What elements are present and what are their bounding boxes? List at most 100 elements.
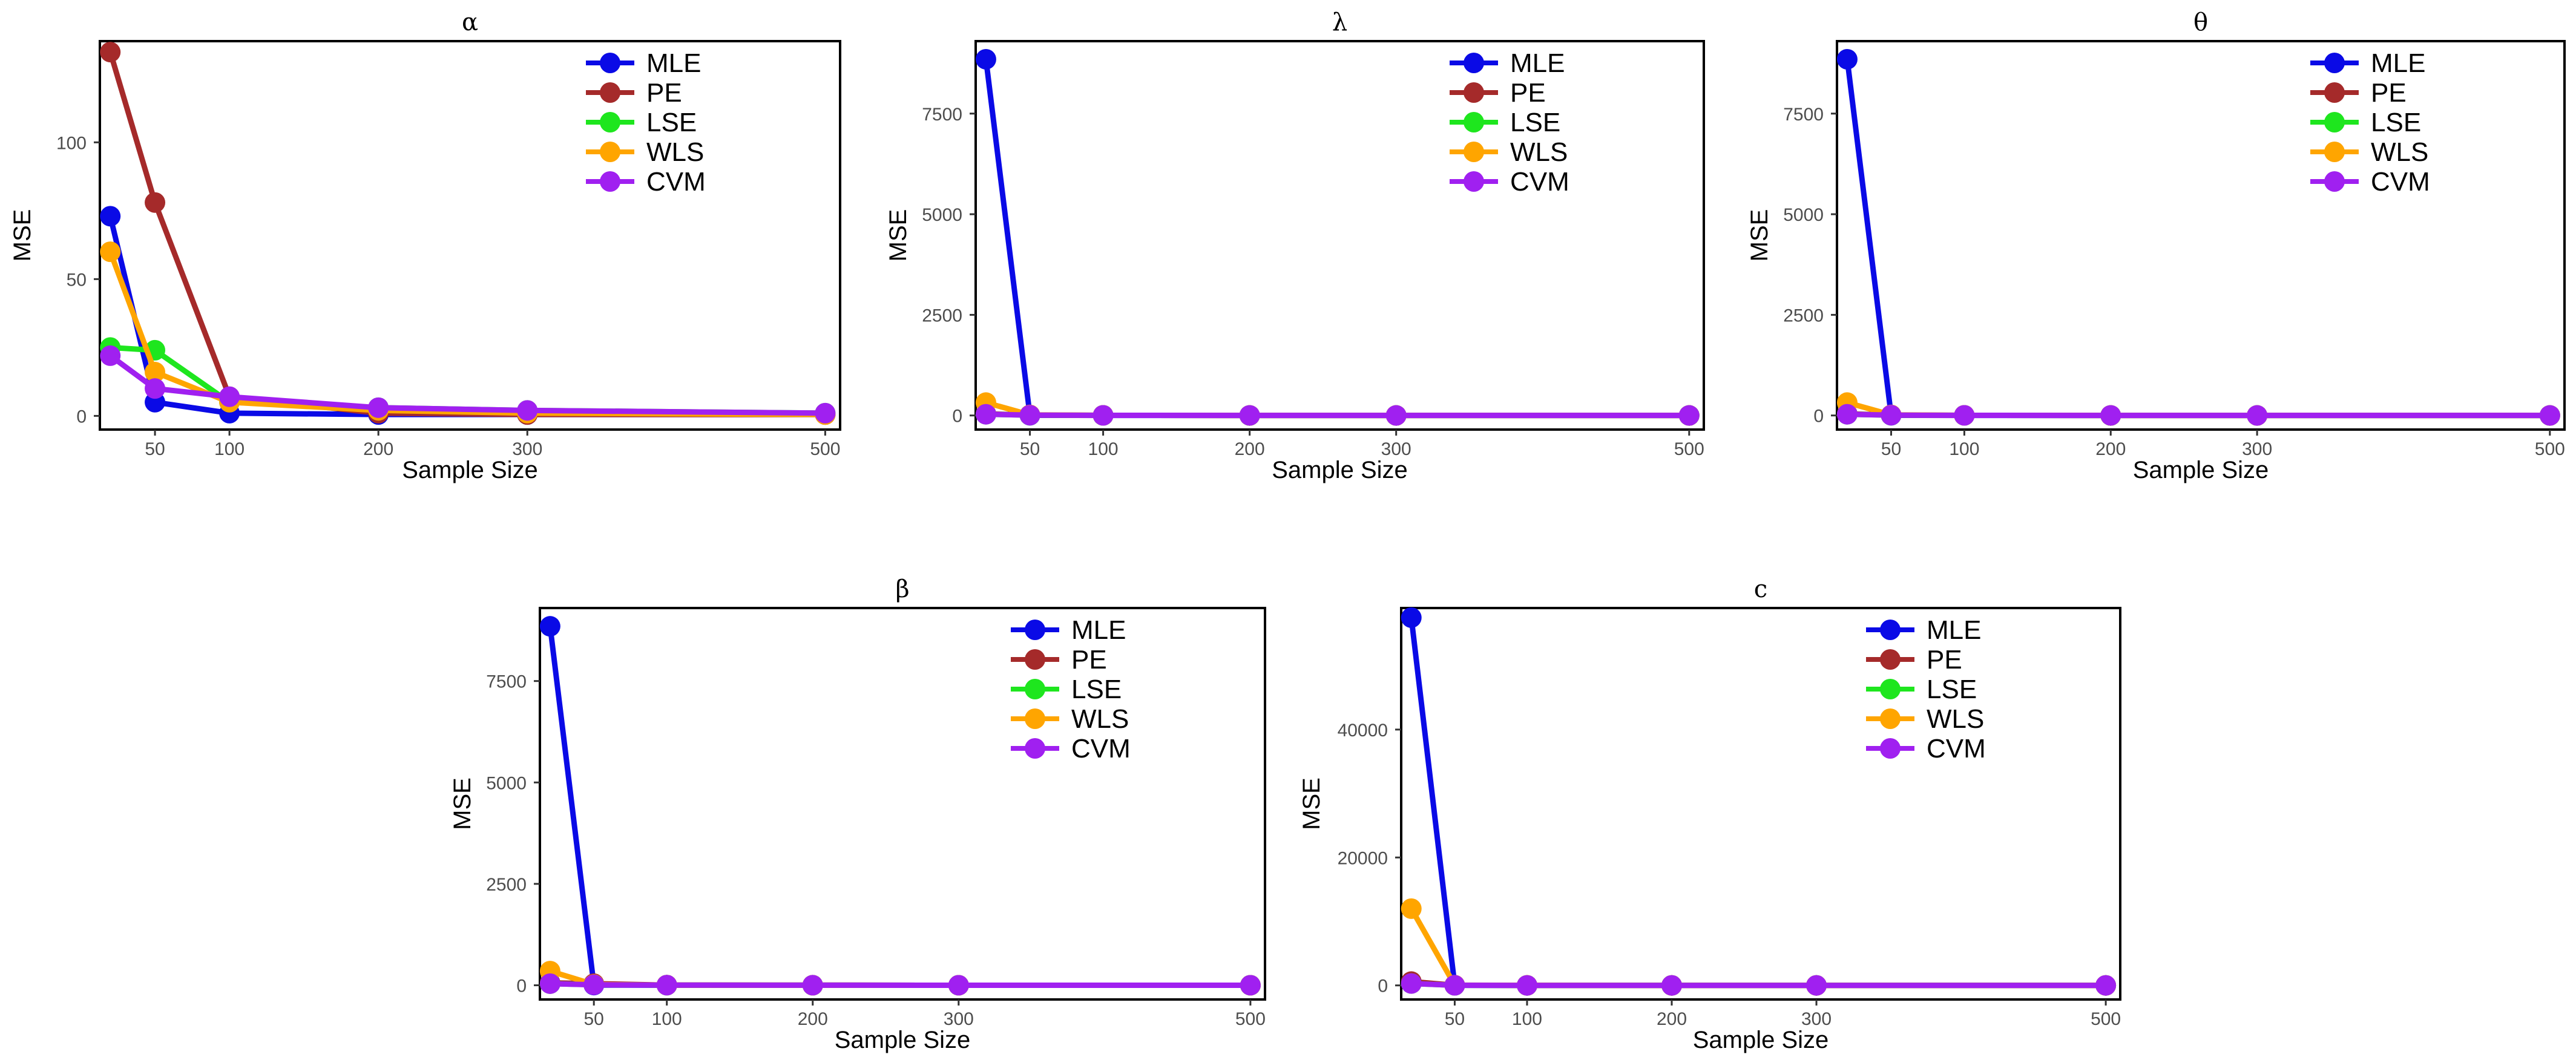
data-point-cvm [517,400,538,421]
legend-label: WLS [646,137,704,167]
data-point-cvm [100,345,121,366]
chart-title: β [895,575,909,603]
data-point-cvm [2100,405,2121,426]
legend-label: WLS [1927,704,1984,734]
x-tick-label: 50 [1881,439,1901,459]
data-point-wls [100,241,121,263]
legend-key-marker [600,112,620,132]
x-tick-label: 50 [145,439,165,459]
legend-label: PE [1510,78,1546,108]
chart-panel-1: α 50 100 200 300 500 0 50 100 Sample Size MSE MLEPE… [9,8,841,483]
legend-label: MLE [2371,48,2425,78]
data-point-cvm [1092,405,1114,426]
data-point-cvm [802,975,823,996]
x-tick-label: 100 [214,439,245,459]
data-point-cvm [1240,975,1261,996]
y-axis-label: MSE [449,777,476,830]
chart-panel-5: c 50 100 200 300 500 0 20000 40000 Sample Size MSE… [1298,575,2121,1053]
x-tick-label: 300 [512,439,542,459]
legend-label: CVM [1071,734,1131,764]
plot-frame [99,40,841,431]
x-axis-label: Sample Size [1272,457,1408,483]
x-axis-label: Sample Size [835,1027,971,1053]
x-tick-label: 50 [583,1009,603,1029]
data-point-mle [100,206,121,227]
data-point-cvm [1881,405,1902,426]
y-tick-label: 2500 [1783,306,1824,325]
x-tick-label: 500 [810,439,840,459]
data-point-mle [1836,48,1858,70]
legend-label: PE [2371,78,2407,108]
legend-key-marker [1464,53,1484,73]
data-point-mle [1401,607,1422,628]
data-point-mle [975,48,996,70]
x-tick-label: 500 [1674,439,1704,459]
legend-label: WLS [2371,137,2428,167]
data-point-wls [145,362,166,383]
legend-key-marker [1025,738,1045,759]
legend-key-marker [1880,738,1901,759]
legend-key-marker [600,142,620,162]
data-point-cvm [1661,975,1682,996]
y-tick-label: 7500 [922,105,962,125]
x-tick-label: 100 [652,1009,682,1029]
y-tick-label: 40000 [1338,721,1388,741]
y-tick-label: 0 [1378,976,1388,996]
legend-key-marker [1880,649,1901,670]
legend-label: MLE [1071,615,1126,645]
x-tick-label: 100 [1512,1009,1542,1029]
legend-key-marker [600,82,620,103]
legend-key-marker [1880,679,1901,699]
series-line-cvm [550,981,1250,988]
y-tick-label: 5000 [1783,205,1824,225]
y-tick-label: 2500 [922,306,962,325]
x-tick-label: 200 [2095,439,2126,459]
legend-key-marker [1025,620,1045,640]
plot-frame [974,40,1705,431]
y-tick-label: 5000 [486,773,527,793]
series-line-cvm [1847,411,2550,419]
x-axis-label: Sample Size [1693,1027,1829,1053]
legend-key-marker [1025,649,1045,670]
data-point-cvm [1836,404,1858,425]
legend-label: PE [1071,645,1107,675]
data-point-cvm [368,397,389,418]
data-point-cvm [1444,975,1465,996]
chart-title: θ [2193,8,2208,36]
legend-label: LSE [1927,675,1977,704]
y-tick-label: 5000 [922,205,962,225]
chart-title: α [462,8,478,36]
x-tick-label: 300 [1801,1009,1832,1029]
legend-label: CVM [646,167,706,197]
data-point-cvm [145,378,166,399]
y-tick-label: 100 [56,133,87,153]
legend-key-marker [600,171,620,192]
legend-label: CVM [2371,167,2430,197]
legend-label: LSE [2371,108,2421,137]
x-axis-label: Sample Size [2133,457,2269,483]
data-point-mle [539,616,560,637]
legend-label: WLS [1071,704,1129,734]
legend-key-marker [1464,142,1484,162]
data-point-cvm [2095,975,2117,996]
x-tick-label: 50 [1445,1009,1465,1029]
legend-key-marker [1464,112,1484,132]
x-axis-label: Sample Size [402,457,538,483]
legend-label: MLE [646,48,701,78]
x-tick-label: 500 [2535,439,2565,459]
data-point-cvm [1954,405,1975,426]
y-tick-label: 7500 [1783,105,1824,125]
x-tick-label: 200 [363,439,393,459]
legend-key-marker [1880,708,1901,729]
legend-label: CVM [1510,167,1569,197]
data-point-cvm [1019,405,1040,426]
legend-key-marker [1464,82,1484,103]
y-tick-label: 0 [516,976,527,996]
plot-frame [1836,40,2566,431]
chart-title: λ [1332,8,1347,36]
legend-key-marker [2324,112,2345,132]
y-tick-label: 7500 [486,672,527,692]
